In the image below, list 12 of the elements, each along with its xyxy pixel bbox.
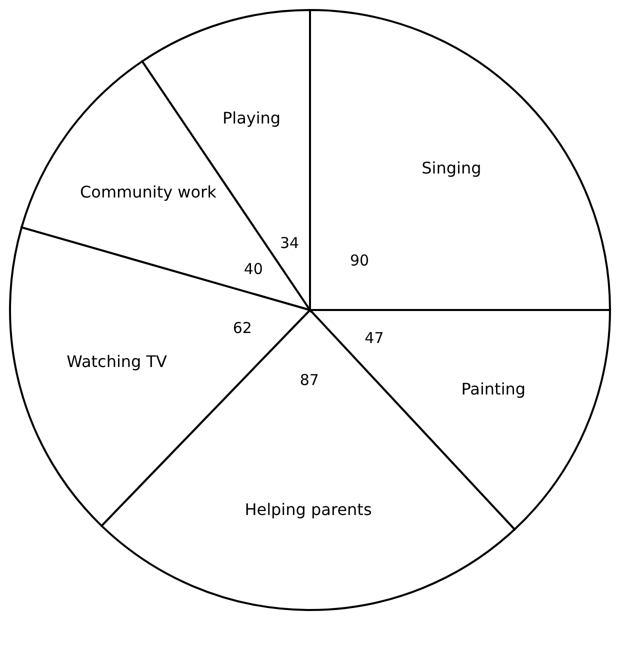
slice-label: Painting	[461, 380, 526, 399]
data-label: 40	[244, 260, 263, 278]
slice-label: Helping parents	[244, 500, 372, 519]
slice-label: Watching TV	[66, 352, 168, 371]
slice-label: Singing	[422, 158, 482, 178]
data-label: 90	[350, 252, 370, 270]
data-label: 62	[232, 319, 252, 338]
slice-label: Community work	[80, 182, 218, 202]
data-label: 87	[300, 370, 319, 389]
data-label: 34	[280, 234, 300, 252]
slice-label: Playing	[222, 108, 281, 128]
data-label: 47	[364, 328, 384, 347]
